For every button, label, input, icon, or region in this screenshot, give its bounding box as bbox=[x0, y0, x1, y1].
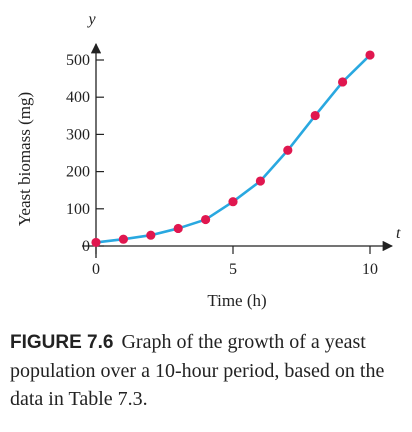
figure-label: FIGURE 7.6 bbox=[10, 332, 114, 353]
data-point bbox=[283, 145, 293, 155]
data-point bbox=[365, 50, 375, 60]
figure-caption-text: Graph of the growth of a yeast populatio… bbox=[10, 331, 385, 410]
x-axis-title: Time (h) bbox=[207, 291, 266, 310]
y-axis-title: Yeast biomass (mg) bbox=[15, 92, 34, 226]
data-point bbox=[91, 237, 101, 248]
data-point bbox=[228, 197, 238, 207]
axis-labels: t y Time (h) Yeast biomass (mg) bbox=[15, 11, 401, 310]
y-tick-label: 0 bbox=[82, 238, 90, 255]
x-axis-letter: t bbox=[396, 225, 401, 242]
y-tick-label: 300 bbox=[66, 126, 90, 143]
x-tick-label: 10 bbox=[362, 261, 378, 278]
axes bbox=[82, 42, 394, 258]
data-point bbox=[173, 223, 183, 234]
data-series bbox=[91, 50, 375, 248]
series-line bbox=[95, 54, 371, 244]
y-axis-letter: y bbox=[86, 11, 96, 28]
data-point bbox=[201, 214, 211, 225]
figure-caption: FIGURE 7.6 Graph of the growth of a yeast… bbox=[10, 328, 402, 413]
x-tick-label: 0 bbox=[92, 261, 100, 278]
y-tick-label: 200 bbox=[66, 164, 90, 181]
data-point bbox=[146, 230, 156, 240]
data-point bbox=[255, 176, 265, 186]
data-point bbox=[310, 110, 320, 121]
data-point bbox=[118, 234, 128, 244]
data-point bbox=[338, 77, 348, 87]
y-tick-label: 500 bbox=[66, 52, 90, 69]
y-tick-label: 100 bbox=[66, 201, 90, 218]
y-tick-label: 400 bbox=[66, 89, 90, 106]
x-tick-label: 5 bbox=[229, 261, 237, 278]
